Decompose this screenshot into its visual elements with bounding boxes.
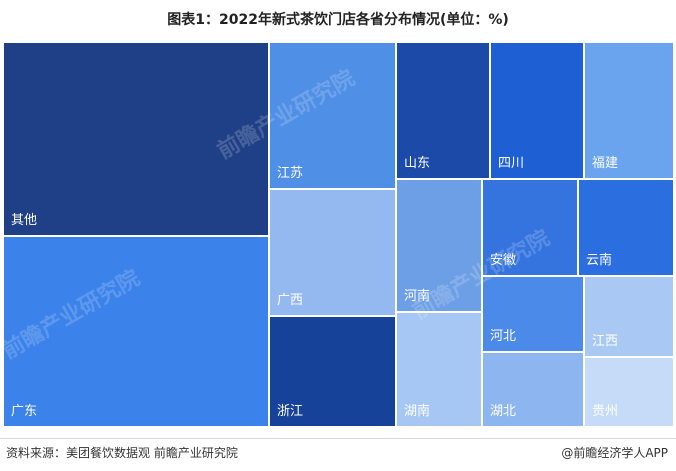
treemap-tile: 广东	[3, 236, 269, 427]
treemap-tile: 贵州	[584, 357, 674, 427]
tile-label: 广西	[277, 293, 304, 308]
treemap-tile: 湖南	[396, 312, 482, 427]
treemap-tile: 江西	[584, 276, 674, 357]
treemap-tile: 山东	[396, 42, 490, 179]
tile-label: 江苏	[277, 166, 304, 181]
tile-label: 云南	[586, 253, 613, 268]
tile-label: 浙江	[277, 404, 304, 419]
tile-label: 江西	[592, 334, 619, 349]
treemap-tile: 安徽	[482, 179, 578, 276]
tile-label: 河南	[404, 289, 431, 304]
tile-label: 贵州	[592, 404, 619, 419]
brand-text: @前瞻经济学人APP	[561, 446, 668, 460]
treemap-tile: 其他	[3, 42, 269, 236]
tile-label: 安徽	[490, 253, 517, 268]
tile-label: 广东	[11, 404, 38, 419]
treemap-tile: 河南	[396, 179, 482, 312]
treemap-tile: 河北	[482, 276, 584, 352]
treemap-tile: 湖北	[482, 352, 584, 427]
treemap-tile: 云南	[578, 179, 674, 276]
tile-label: 河北	[490, 329, 517, 344]
tile-label: 湖南	[404, 404, 431, 419]
footer: 资料来源：美团餐饮数据观 前瞻产业研究院 @前瞻经济学人APP	[0, 438, 676, 469]
treemap-tile: 广西	[269, 189, 396, 316]
treemap-tile: 福建	[584, 42, 674, 179]
treemap-tile: 江苏	[269, 42, 396, 189]
tile-label: 福建	[592, 156, 619, 171]
treemap-tile: 四川	[490, 42, 584, 179]
tile-label: 山东	[404, 156, 431, 171]
tile-label: 湖北	[490, 404, 517, 419]
treemap-tile: 浙江	[269, 316, 396, 427]
tile-label: 其他	[11, 213, 38, 228]
tile-label: 四川	[498, 156, 525, 171]
chart-title: 图表1：2022年新式茶饮门店各省分布情况(单位：%)	[167, 12, 509, 28]
source-text: 资料来源：美团餐饮数据观 前瞻产业研究院	[6, 446, 238, 460]
